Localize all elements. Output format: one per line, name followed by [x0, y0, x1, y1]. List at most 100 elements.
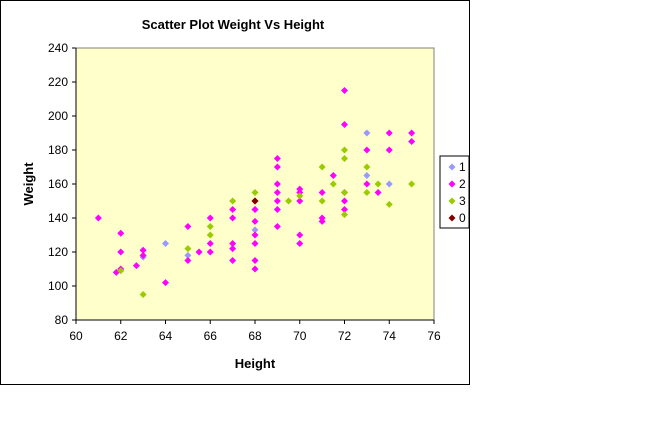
data-point: [206, 231, 214, 239]
data-point: [285, 197, 293, 205]
y-axis-label: Weight: [21, 162, 36, 206]
data-point: [273, 189, 281, 196]
data-point: [94, 214, 102, 222]
data-point: [162, 240, 169, 247]
data-point: [363, 180, 371, 188]
data-point: [229, 245, 237, 253]
y-tick-label: 120: [48, 245, 68, 259]
data-point: [341, 197, 348, 205]
x-tick-label: 74: [383, 329, 397, 343]
y-tick-label: 160: [48, 177, 68, 191]
axes: 60 62 64 66 68 70 72 74 76 80 100 120 140 160 180 200 22…: [48, 41, 441, 343]
data-point: [341, 121, 348, 128]
x-tick-label: 70: [293, 329, 307, 343]
y-tick-label: 200: [48, 109, 68, 123]
data-point: [318, 197, 326, 205]
data-point: [296, 240, 304, 247]
x-tick-label: 76: [427, 329, 441, 343]
data-point: [273, 206, 281, 213]
data-point: [162, 279, 169, 287]
x-tick-label: 68: [248, 329, 262, 343]
data-point: [341, 155, 348, 162]
data-point: [251, 265, 259, 273]
data-point: [139, 251, 147, 259]
x-axis-label: Height: [235, 356, 276, 371]
data-point: [206, 248, 214, 256]
legend-label: 2: [459, 177, 466, 191]
data-point: [184, 257, 192, 264]
data-point: [273, 180, 281, 188]
data-point: [229, 240, 237, 247]
x-tick-label: 66: [204, 329, 218, 343]
legend-marker: [448, 197, 456, 205]
data-point: [374, 189, 382, 196]
data-point: [385, 180, 393, 188]
data-point: [408, 180, 416, 188]
data-point: [184, 251, 192, 259]
data-point: [273, 155, 281, 162]
legend-label: 0: [459, 211, 466, 225]
data-point: [363, 189, 371, 196]
data-point: [251, 226, 259, 234]
x-tick-label: 72: [338, 329, 352, 343]
legend-label: 3: [459, 194, 466, 208]
data-point: [296, 192, 304, 200]
data-point: [329, 172, 337, 179]
data-point: [251, 206, 259, 213]
data-point: [341, 189, 348, 196]
y-tick-label: 220: [48, 75, 68, 89]
data-point: [132, 262, 140, 270]
data-point: [206, 240, 214, 247]
data-point: [139, 246, 147, 254]
data-point: [341, 146, 348, 154]
data-point: [229, 214, 237, 222]
data-point: [251, 231, 259, 239]
x-tick-label: 62: [114, 329, 128, 343]
data-point: [206, 214, 214, 222]
data-point: [184, 245, 192, 253]
legend-marker: [448, 163, 456, 171]
data-point: [206, 223, 214, 230]
data-point: [229, 197, 237, 205]
data-point: [363, 172, 371, 179]
data-point: [385, 129, 393, 137]
data-point: [408, 129, 416, 137]
data-point: [251, 217, 259, 225]
legend-marker: [448, 214, 456, 222]
data-points: [94, 87, 416, 298]
data-point: [318, 189, 326, 196]
data-point: [341, 211, 348, 219]
data-point: [273, 223, 281, 230]
data-point: [363, 129, 371, 137]
data-point: [273, 163, 281, 171]
data-point: [318, 163, 326, 171]
data-point: [229, 257, 237, 264]
x-tick-label: 64: [159, 329, 173, 343]
data-point: [341, 87, 348, 94]
data-point: [117, 267, 125, 275]
y-tick-label: 140: [48, 211, 68, 225]
data-point: [251, 240, 259, 247]
y-tick-label: 80: [55, 313, 69, 327]
y-tick-label: 240: [48, 41, 68, 55]
data-point: [385, 146, 393, 154]
data-point: [229, 206, 237, 213]
legend-marker: [448, 180, 456, 188]
legend-label: 1: [459, 160, 466, 174]
chart-title: Scatter Plot Weight Vs Height: [142, 17, 325, 32]
data-point: [296, 231, 304, 239]
data-point: [117, 229, 125, 237]
x-tick-label: 60: [69, 329, 83, 343]
data-point: [273, 197, 281, 205]
data-point: [329, 180, 337, 188]
data-point: [195, 248, 203, 256]
data-point: [251, 257, 259, 264]
data-point: [363, 146, 371, 154]
data-point: [363, 163, 371, 171]
data-point: [341, 206, 348, 213]
data-point: [251, 197, 259, 205]
data-point: [251, 189, 259, 196]
data-point: [184, 223, 192, 230]
data-point: [139, 291, 147, 298]
data-point: [385, 200, 393, 208]
